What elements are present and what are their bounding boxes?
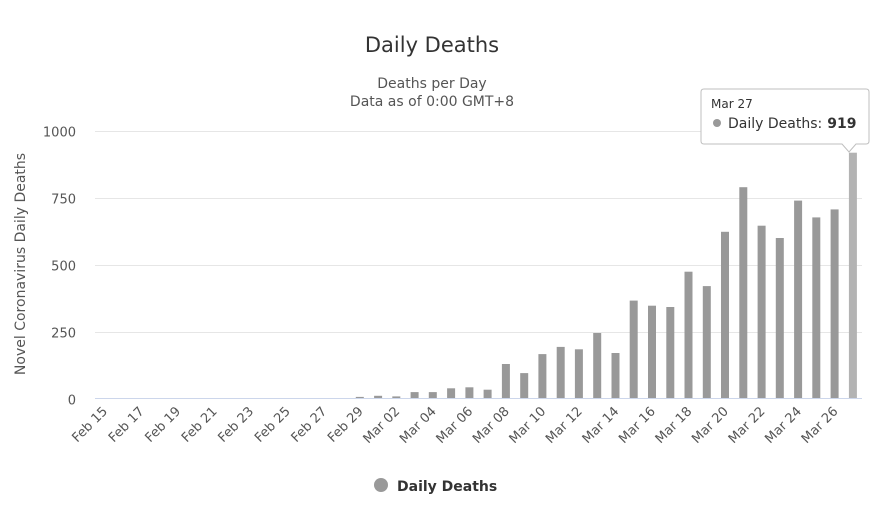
y-axis-title: Novel Coronavirus Daily Deaths <box>13 153 29 375</box>
x-tick-label: Mar 26 <box>799 404 842 447</box>
bar[interactable] <box>739 187 748 399</box>
bar[interactable] <box>538 354 547 399</box>
x-tick-label: Mar 14 <box>580 404 623 447</box>
bar[interactable] <box>775 238 784 399</box>
tooltip-marker <box>713 119 721 127</box>
x-tick-label: Feb 19 <box>143 404 185 446</box>
x-tick-label: Mar 06 <box>434 404 477 447</box>
x-tick-label: Mar 12 <box>543 404 586 447</box>
tooltip-box <box>700 88 870 153</box>
legend-label: Daily Deaths <box>397 479 497 495</box>
x-tick-label: Mar 02 <box>361 404 404 447</box>
x-tick-label: Feb 17 <box>106 404 148 446</box>
legend-marker <box>374 478 388 492</box>
bar[interactable] <box>410 392 419 399</box>
x-tick-label: Mar 24 <box>762 404 805 447</box>
x-tick-label: Feb 27 <box>289 404 331 446</box>
bar[interactable] <box>702 286 711 399</box>
tooltip: Mar 27 Daily Deaths: 919 <box>700 88 870 153</box>
bar[interactable] <box>812 217 821 399</box>
bar[interactable] <box>593 333 602 399</box>
chart-subtitle-line-2: Data as of 0:00 GMT+8 <box>350 94 514 110</box>
chart-title: Daily Deaths <box>365 33 499 57</box>
bar[interactable] <box>520 373 529 399</box>
bar[interactable] <box>848 152 857 399</box>
bar[interactable] <box>355 396 364 399</box>
bar[interactable] <box>830 209 839 399</box>
bar[interactable] <box>374 395 383 399</box>
tooltip-series-name: Daily Deaths <box>728 116 818 132</box>
x-tick-label: Mar 10 <box>507 404 550 447</box>
y-axis-ticks: 0 250 500 750 1000 <box>43 126 76 409</box>
y-tick-label: 750 <box>51 193 76 208</box>
x-tick-label: Feb 29 <box>325 404 367 446</box>
legend[interactable]: Daily Deaths <box>374 478 497 495</box>
tooltip-line: Daily Deaths: 919 <box>728 116 856 132</box>
bar[interactable] <box>721 231 729 399</box>
x-tick-label: Mar 20 <box>689 404 732 447</box>
x-tick-label: Feb 25 <box>252 404 294 446</box>
bar[interactable] <box>684 271 693 399</box>
tooltip-value: 919 <box>827 116 856 132</box>
bar[interactable] <box>447 388 456 399</box>
y-tick-label: 250 <box>51 327 76 342</box>
x-tick-label: Feb 21 <box>179 404 221 446</box>
bar[interactable] <box>465 387 474 399</box>
bar[interactable] <box>611 353 620 399</box>
bar[interactable] <box>757 225 766 399</box>
x-tick-label: Mar 08 <box>470 404 513 447</box>
tooltip-date: Mar 27 <box>711 97 753 111</box>
x-tick-label: Mar 18 <box>653 404 696 447</box>
bar[interactable] <box>428 392 437 399</box>
chart-subtitle-line-1: Deaths per Day <box>377 76 486 92</box>
bar[interactable] <box>666 307 675 399</box>
bar[interactable] <box>556 346 565 399</box>
bar[interactable] <box>648 305 656 399</box>
x-tick-label: Mar 22 <box>726 404 769 447</box>
bar[interactable] <box>392 396 401 399</box>
x-tick-label: Feb 15 <box>69 404 111 446</box>
bar[interactable] <box>574 349 583 399</box>
bar[interactable] <box>794 200 803 399</box>
x-tick-label: Mar 16 <box>616 404 659 447</box>
y-tick-label: 0 <box>68 394 76 409</box>
x-tick-label: Feb 23 <box>216 404 258 446</box>
y-tick-label: 1000 <box>43 126 76 141</box>
tooltip-separator: : <box>818 116 823 132</box>
bar[interactable] <box>501 364 510 399</box>
bars <box>355 152 857 399</box>
bar[interactable] <box>629 300 638 399</box>
x-tick-label: Mar 04 <box>397 404 440 447</box>
bar[interactable] <box>483 389 492 399</box>
y-tick-label: 500 <box>51 260 76 275</box>
